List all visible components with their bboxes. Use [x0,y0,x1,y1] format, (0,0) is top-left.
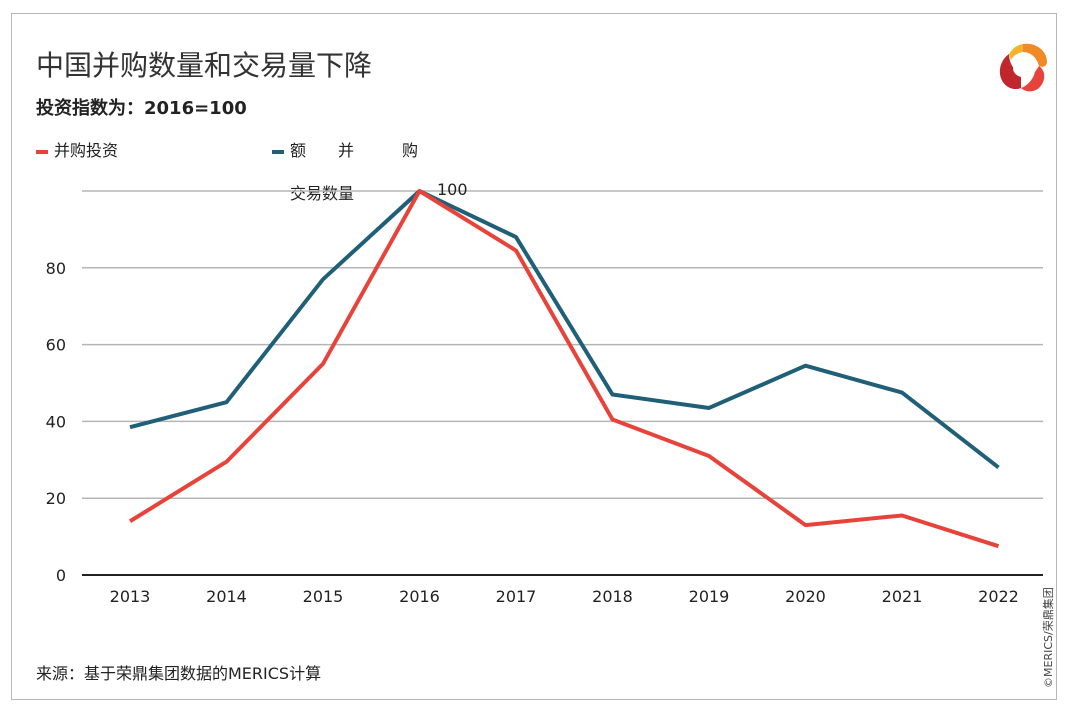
chart-title: 中国并购数量和交易量下降 [36,49,373,82]
y-tick-label: 40 [46,412,66,431]
series-line-ma-investment [128,189,1000,549]
y-tick-label: 20 [46,489,66,508]
legend-swatch-red [36,149,48,154]
x-tick-label: 2021 [882,587,923,606]
x-tick-label: 2020 [785,587,826,606]
x-tick-label: 2015 [303,587,344,606]
y-tick-label: 100 [437,180,468,199]
source-note: 来源：基于荣鼎集团数据的MERICS计算 [36,664,322,683]
x-tick-label: 2016 [399,587,440,606]
y-tick-label: 80 [46,259,66,278]
legend-swatch-teal [272,149,284,154]
legend-label-line2: 交易数量 [290,184,355,203]
x-tick-label: 2017 [496,587,537,606]
x-tick-label: 2022 [978,587,1019,606]
legend-item-ma-investment: 并购投资 [36,137,118,161]
x-tick-label: 2014 [206,587,247,606]
x-tick-label: 2013 [110,587,151,606]
x-tick-label: 2018 [592,587,633,606]
chart-frame [11,13,1057,700]
legend-label: 并购投资 [54,141,119,160]
merics-logo-icon [999,43,1047,92]
series-line-deal-count [129,189,1000,470]
x-tick-label: 2019 [689,587,730,606]
legend-item-deal-count: 额 并 购 [272,137,418,161]
legend-label: 额 并 购 [290,141,419,160]
y-tick-label: 60 [46,336,66,355]
copyright-note: ©MERICS/荣鼎集团 [1042,587,1055,688]
chart-subtitle: 投资指数为：2016=100 [36,98,247,119]
y-tick-label: 0 [56,566,66,585]
